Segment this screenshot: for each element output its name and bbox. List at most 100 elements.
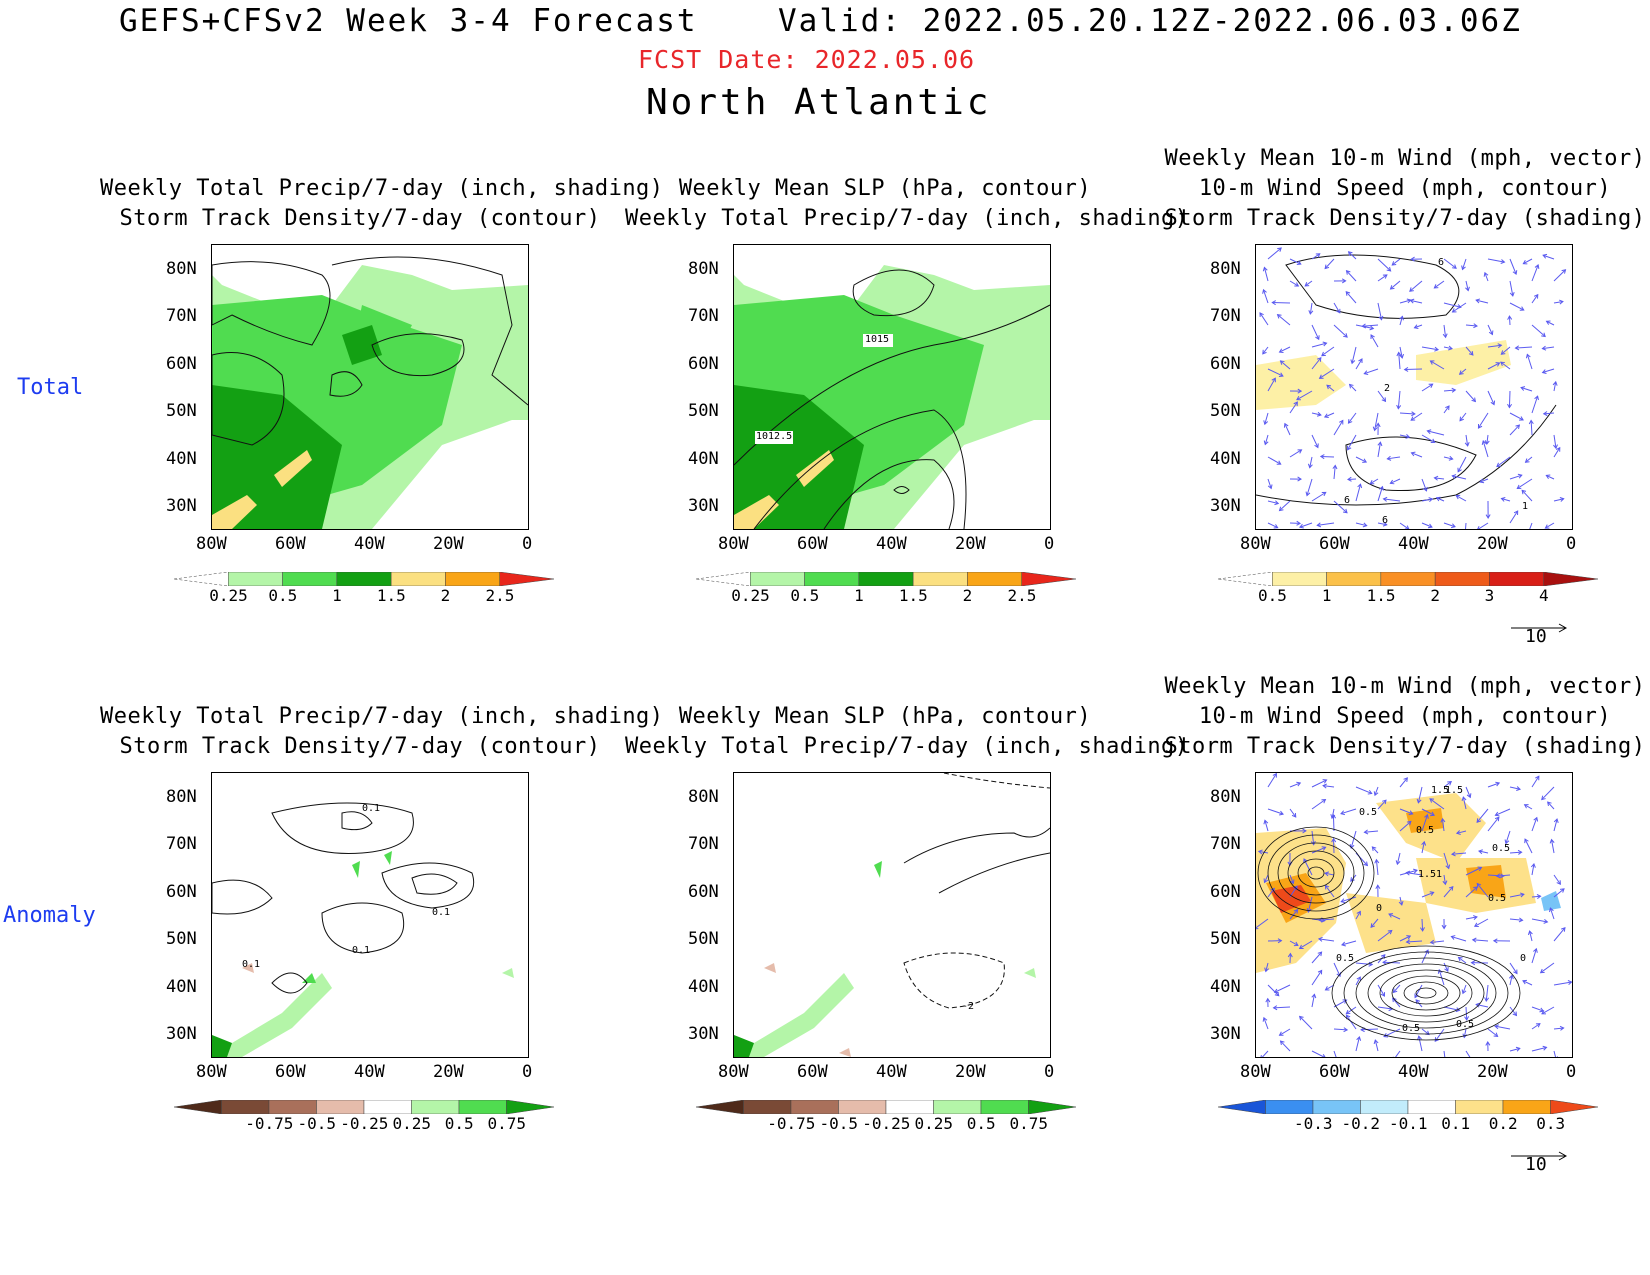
wind-vector bbox=[1539, 962, 1555, 974]
lon-tick-label: 0 bbox=[522, 534, 533, 554]
wind-vector bbox=[1509, 962, 1518, 975]
lat-tick-label: 70N bbox=[166, 306, 197, 326]
wind-vector bbox=[1409, 280, 1423, 292]
wind-vector bbox=[1443, 1050, 1446, 1057]
wind-vector bbox=[1296, 390, 1313, 401]
wind-anomaly-label: 0.5 bbox=[1416, 825, 1435, 836]
wind-vector bbox=[1373, 786, 1379, 797]
wind-vector bbox=[1528, 419, 1534, 436]
wind-vector bbox=[1377, 521, 1388, 527]
colorbar-swatch bbox=[933, 1100, 982, 1114]
wind-vector bbox=[1272, 1005, 1291, 1011]
wind-anomaly-label: 0.5 bbox=[1456, 1019, 1475, 1030]
wind-vector bbox=[1377, 485, 1384, 502]
lon-tick-label: 40W bbox=[354, 534, 385, 554]
wind-vector bbox=[1267, 773, 1277, 788]
wind-vector bbox=[1289, 781, 1302, 788]
wind-vector bbox=[1433, 280, 1445, 289]
wind-speed-contour bbox=[1307, 866, 1325, 880]
wind-vector bbox=[1492, 938, 1511, 944]
slp-anomaly-label: -2 bbox=[962, 1001, 975, 1012]
wind-vector bbox=[1443, 1006, 1461, 1013]
wind-vector bbox=[1516, 478, 1533, 490]
colorbar-swatch bbox=[221, 1100, 270, 1114]
wind-vector bbox=[1399, 808, 1414, 816]
colorbar-label: 1.5 bbox=[898, 586, 928, 605]
wind-vector bbox=[1345, 1014, 1357, 1030]
wind-vector bbox=[1509, 258, 1518, 276]
wind-vector bbox=[1471, 937, 1489, 943]
density-label: 0.1 bbox=[242, 959, 261, 970]
lon-tick-label: 40W bbox=[1398, 534, 1429, 554]
wind-vector bbox=[1267, 938, 1283, 944]
lon-tick-label: 20W bbox=[433, 1062, 464, 1082]
wind-anomaly-label: 1.5 bbox=[1431, 785, 1450, 796]
lon-tick-label: 20W bbox=[955, 534, 986, 554]
lat-tick-label: 60N bbox=[688, 882, 719, 902]
lon-tick-label: 20W bbox=[433, 534, 464, 554]
wind-vector bbox=[1541, 345, 1555, 351]
wind-vector bbox=[1323, 412, 1335, 419]
wind-vector bbox=[1399, 434, 1411, 439]
wind-vector bbox=[1514, 345, 1533, 351]
wind-vector bbox=[1553, 818, 1559, 832]
wind-vector bbox=[1370, 334, 1379, 348]
wind-speed-contour bbox=[1257, 826, 1375, 920]
wind-vector bbox=[1333, 500, 1348, 514]
wind-vector bbox=[1509, 1046, 1521, 1052]
wind-vector bbox=[1507, 315, 1513, 326]
wind-vector bbox=[1417, 1035, 1423, 1052]
colorbar-swatch bbox=[228, 572, 283, 586]
wind-vector bbox=[1458, 368, 1467, 375]
wind-vector bbox=[1398, 896, 1404, 906]
wind-vector bbox=[1465, 346, 1474, 356]
wind-vector bbox=[1476, 882, 1489, 898]
wind-vector bbox=[1307, 456, 1313, 469]
lat-tick-label: 60N bbox=[688, 354, 719, 374]
wind-vector bbox=[1487, 343, 1503, 349]
wind-vector bbox=[1333, 278, 1347, 284]
wind-vector bbox=[1399, 346, 1405, 359]
wind-vector bbox=[1392, 997, 1401, 1008]
wind-vector bbox=[1278, 500, 1291, 512]
wind-vector bbox=[1443, 781, 1453, 788]
lat-tick-label: 70N bbox=[1210, 306, 1241, 326]
lon-tick-label: 60W bbox=[275, 1062, 306, 1082]
wind-vector bbox=[1421, 891, 1435, 898]
colorbar-swatch bbox=[1502, 1100, 1551, 1114]
forecast-date: FCST Date: 2022.05.06 bbox=[638, 45, 976, 74]
wind-vector bbox=[1421, 808, 1435, 817]
wind-vector bbox=[1289, 908, 1299, 920]
wind-vector bbox=[1443, 455, 1454, 461]
colorbar-label: 1 bbox=[1321, 586, 1332, 605]
colorbar-swatch bbox=[1217, 572, 1273, 586]
lat-tick-label: 80N bbox=[1210, 787, 1241, 807]
wind-vector bbox=[1542, 411, 1555, 417]
colorbar-label: 2.5 bbox=[485, 586, 515, 605]
wind-vector bbox=[1465, 786, 1472, 799]
wind-vector bbox=[1457, 456, 1467, 473]
colorbar-swatch bbox=[316, 1100, 365, 1114]
wind-vector bbox=[1531, 775, 1540, 788]
wind-vector bbox=[1421, 813, 1429, 832]
wind-vector bbox=[1429, 939, 1445, 945]
colorbar-swatch bbox=[838, 1100, 887, 1114]
wind-vector bbox=[1442, 874, 1448, 886]
colorbar-swatch bbox=[1434, 572, 1490, 586]
lat-tick-label: 50N bbox=[1210, 929, 1241, 949]
wind-vector bbox=[1455, 494, 1467, 502]
wind-vector bbox=[1530, 862, 1536, 876]
panel4-title-2: Storm Track Density/7-day (contour) bbox=[119, 734, 601, 759]
colorbar-swatch bbox=[499, 572, 555, 586]
wind-vector bbox=[1531, 918, 1549, 924]
wind-vector bbox=[1391, 258, 1401, 266]
wind-speed-contour bbox=[1379, 969, 1473, 1017]
wind-vector bbox=[1461, 258, 1467, 271]
wind-vector bbox=[1461, 984, 1467, 995]
lat-tick-label: 30N bbox=[166, 1024, 197, 1044]
wind-vector bbox=[1333, 999, 1348, 1008]
wind-vector bbox=[1267, 522, 1279, 529]
wind-vector bbox=[1399, 820, 1412, 832]
wind-speed-contour bbox=[1267, 834, 1365, 912]
panel2-title-2: Weekly Total Precip/7-day (inch, shading… bbox=[625, 206, 1189, 231]
